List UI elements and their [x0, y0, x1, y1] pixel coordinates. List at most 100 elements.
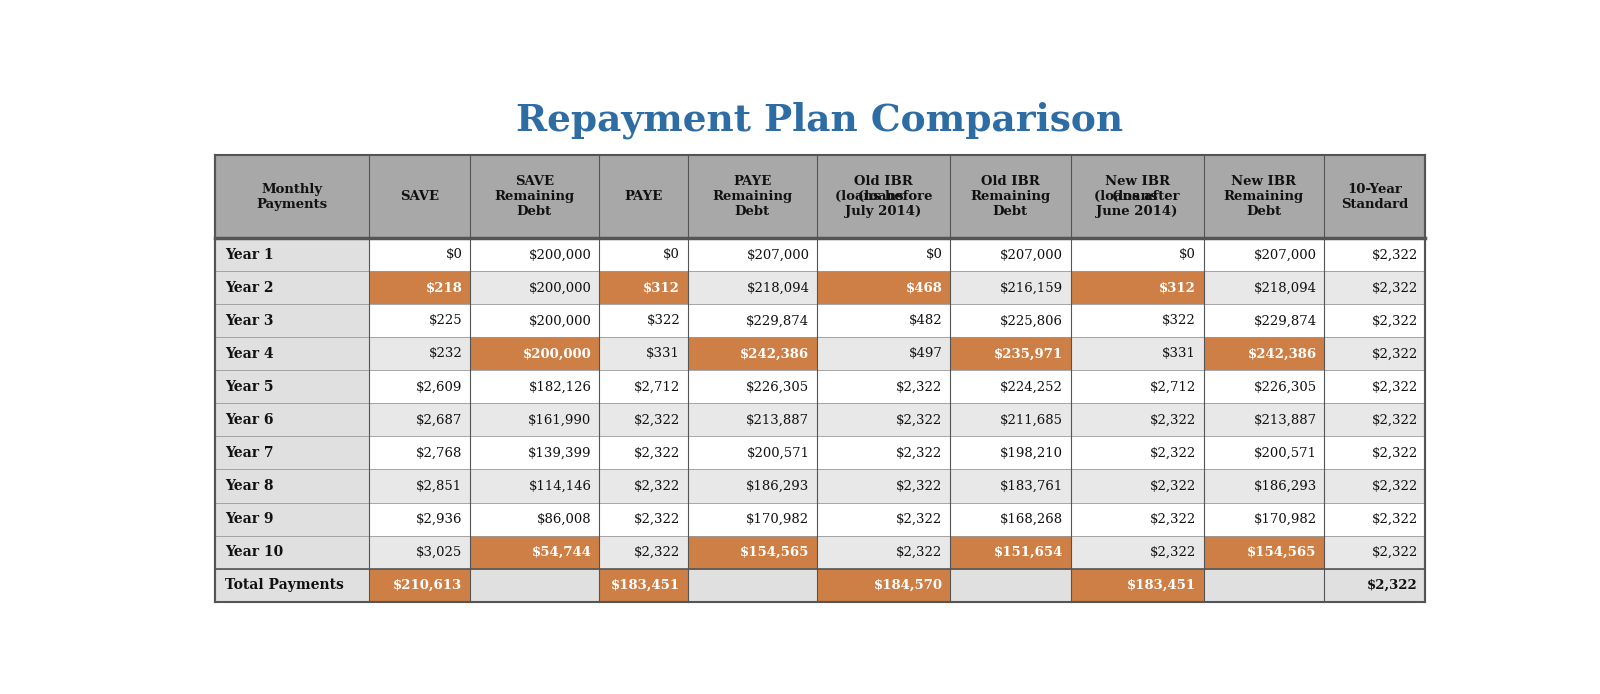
Bar [1325, 271, 1426, 305]
Bar [1203, 568, 1325, 602]
Text: $213,887: $213,887 [746, 414, 810, 426]
Bar [1203, 371, 1325, 403]
Bar [950, 470, 1070, 502]
Bar [470, 568, 598, 602]
Text: $2,768: $2,768 [416, 446, 462, 459]
Bar [688, 502, 818, 536]
Text: Remaining: Remaining [494, 190, 574, 203]
Text: $331: $331 [646, 348, 680, 360]
Text: $2,322: $2,322 [634, 513, 680, 525]
Text: Year 9: Year 9 [224, 512, 274, 526]
Bar [1070, 403, 1203, 437]
Text: $200,571: $200,571 [1254, 446, 1317, 459]
Text: Debt: Debt [517, 205, 552, 219]
Text: $207,000: $207,000 [1254, 248, 1317, 261]
Text: $2,322: $2,322 [1150, 414, 1197, 426]
Bar [950, 502, 1070, 536]
Text: $170,982: $170,982 [1253, 513, 1317, 525]
Text: $2,322: $2,322 [1366, 579, 1418, 591]
Bar [368, 403, 470, 437]
Bar [214, 305, 368, 337]
Text: $2,322: $2,322 [1371, 314, 1418, 328]
Text: Debt: Debt [734, 205, 770, 219]
Text: $54,744: $54,744 [531, 545, 592, 559]
Text: $225,806: $225,806 [1000, 314, 1062, 328]
Bar [1070, 337, 1203, 371]
Text: $211,685: $211,685 [1000, 414, 1062, 426]
Bar [470, 470, 598, 502]
Text: (loans: (loans [858, 190, 909, 203]
Bar [950, 155, 1070, 238]
Text: $2,322: $2,322 [634, 545, 680, 559]
Bar [950, 437, 1070, 469]
Text: $497: $497 [909, 348, 942, 360]
Text: $2,322: $2,322 [896, 380, 942, 393]
Bar [368, 305, 470, 337]
Text: $0: $0 [664, 248, 680, 261]
Text: $200,000: $200,000 [528, 248, 592, 261]
Bar [818, 238, 950, 271]
Bar [688, 568, 818, 602]
Bar [688, 271, 818, 305]
Bar [1325, 403, 1426, 437]
Text: $2,322: $2,322 [1371, 248, 1418, 261]
Bar [368, 470, 470, 502]
Bar [818, 337, 950, 371]
Text: $224,252: $224,252 [1000, 380, 1062, 393]
Text: Year 6: Year 6 [224, 413, 274, 427]
Bar [470, 305, 598, 337]
Bar [214, 238, 368, 271]
Text: $229,874: $229,874 [746, 314, 810, 328]
Text: $2,936: $2,936 [416, 513, 462, 525]
Text: Remaining: Remaining [970, 190, 1050, 203]
Text: PAYE: PAYE [733, 176, 771, 188]
Bar [214, 568, 368, 602]
Bar [470, 271, 598, 305]
Bar [1070, 305, 1203, 337]
Text: $229,874: $229,874 [1253, 314, 1317, 328]
Text: $151,654: $151,654 [994, 545, 1062, 559]
Text: New IBR: New IBR [1104, 176, 1170, 188]
Bar [470, 502, 598, 536]
Text: $0: $0 [1179, 248, 1197, 261]
Bar [214, 502, 368, 536]
Bar [368, 568, 470, 602]
Text: $183,451: $183,451 [1126, 579, 1197, 591]
Text: $114,146: $114,146 [528, 480, 592, 493]
Text: (loans before: (loans before [835, 190, 933, 203]
Bar [1203, 271, 1325, 305]
Text: $186,293: $186,293 [746, 480, 810, 493]
Bar [1203, 437, 1325, 469]
Text: $226,305: $226,305 [746, 380, 810, 393]
Bar [818, 437, 950, 469]
Bar [950, 568, 1070, 602]
Text: $216,159: $216,159 [1000, 281, 1062, 294]
Bar [368, 371, 470, 403]
Text: $3,025: $3,025 [416, 545, 462, 559]
Bar [214, 437, 368, 469]
Bar [470, 536, 598, 568]
Text: New IBR: New IBR [1232, 176, 1296, 188]
Text: $2,322: $2,322 [1371, 513, 1418, 525]
Bar [368, 502, 470, 536]
Text: $2,322: $2,322 [634, 480, 680, 493]
Text: Year 1: Year 1 [224, 248, 274, 262]
Text: $207,000: $207,000 [1000, 248, 1062, 261]
Bar [470, 337, 598, 371]
Bar [598, 305, 688, 337]
Bar [818, 403, 950, 437]
Bar [1325, 470, 1426, 502]
Bar [818, 470, 950, 502]
Text: $210,613: $210,613 [394, 579, 462, 591]
Text: $2,322: $2,322 [1371, 380, 1418, 393]
Text: Year 2: Year 2 [224, 281, 274, 295]
Bar [688, 536, 818, 568]
Text: 10-Year: 10-Year [1347, 183, 1402, 196]
Bar [214, 337, 368, 371]
Text: $2,322: $2,322 [896, 414, 942, 426]
Text: Repayment Plan Comparison: Repayment Plan Comparison [517, 102, 1123, 139]
Bar [214, 371, 368, 403]
Bar [368, 155, 470, 238]
Bar [470, 437, 598, 469]
Bar [470, 238, 598, 271]
